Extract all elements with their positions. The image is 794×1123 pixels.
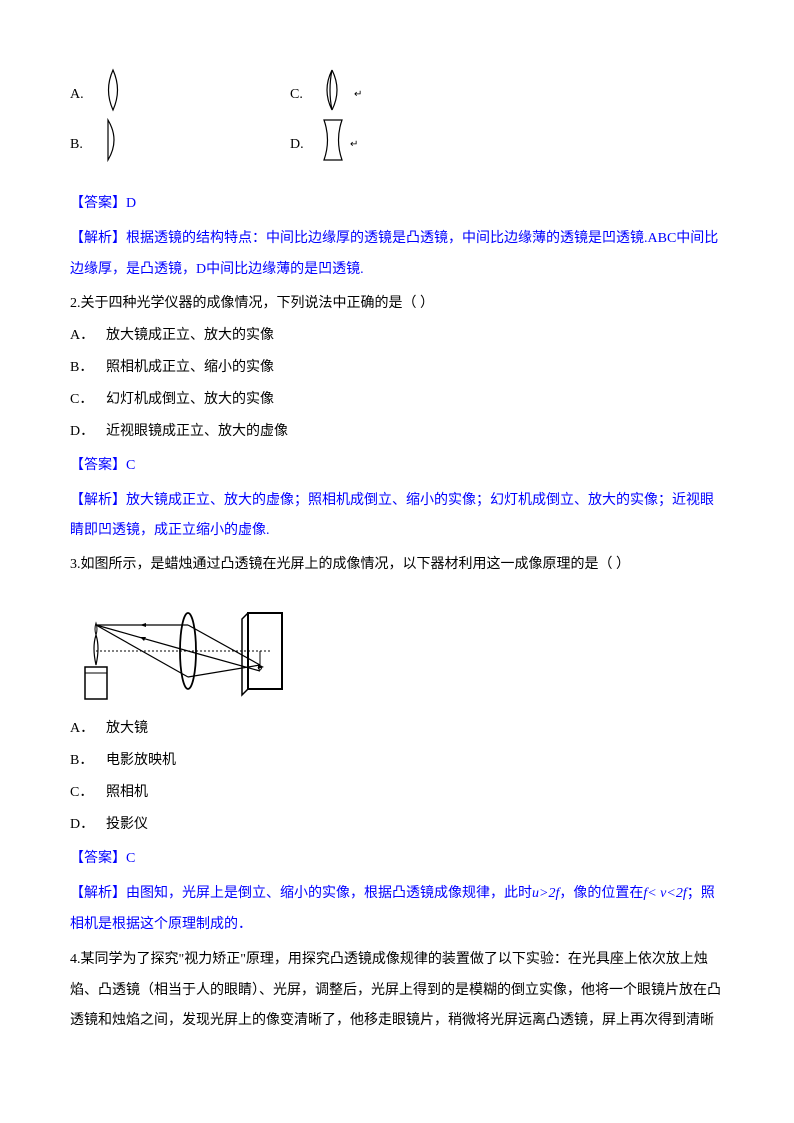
opt-text: 投影仪 <box>106 817 148 832</box>
opt-text: 照相机成正立、缩小的实像 <box>106 360 274 375</box>
q1-option-c: C. ↵ <box>290 70 510 120</box>
analysis-tag: 【解析】 <box>70 886 126 901</box>
q3-diagram <box>70 587 290 707</box>
opt-letter: A． <box>70 322 106 350</box>
q2-analysis: 【解析】放大镜成正立、放大的虚像；照相机成倒立、缩小的实像；幻灯机成倒立、放大的… <box>70 486 724 548</box>
q4-stem: 4.某同学为了探究"视力矫正"原理，用探究凸透镜成像规律的装置做了以下实验：在光… <box>70 945 724 1037</box>
analysis-text: 根据透镜的结构特点：中间比边缘厚的透镜是凸透镜，中间比边缘薄的透镜是凹透镜.AB… <box>70 231 718 277</box>
q2-option-a: A．放大镜成正立、放大的实像 <box>70 322 724 350</box>
biconcave-lens-icon <box>320 118 346 173</box>
q1-col-left: A. B. <box>70 70 290 170</box>
q1-lens-options: A. B. C. ↵ <box>70 70 724 170</box>
answer-value: C <box>126 851 135 866</box>
q3-answer: 【答案】C <box>70 845 724 873</box>
planoconvex-lens-icon <box>100 118 126 173</box>
q1-answer: 【答案】D <box>70 190 724 218</box>
q3-option-c: C．照相机 <box>70 779 724 807</box>
analysis-mid2: ，像的位置在 <box>559 886 643 901</box>
opt-letter: C． <box>70 386 106 414</box>
opt-text: 电影放映机 <box>106 753 176 768</box>
q1-a-label: A. <box>70 81 100 109</box>
opt-text: 照相机 <box>106 785 148 800</box>
opt-letter: B． <box>70 354 106 382</box>
opt-text: 幻灯机成倒立、放大的实像 <box>106 392 274 407</box>
q1-option-a: A. <box>70 70 290 120</box>
answer-tag: 【答案】 <box>70 458 126 473</box>
q1-option-d: D. ↵ <box>290 120 510 170</box>
q1-analysis: 【解析】根据透镜的结构特点：中间比边缘厚的透镜是凸透镜，中间比边缘薄的透镜是凹透… <box>70 224 724 286</box>
q3-option-a: A．放大镜 <box>70 715 724 743</box>
answer-value: D <box>126 196 136 211</box>
analysis-pre: 由图知，光屏上是倒立、缩小的实像，根据凸透镜成像规律，此时 <box>126 886 532 901</box>
opt-letter: B． <box>70 747 106 775</box>
q1-d-label: D. <box>290 131 320 159</box>
opt-text: 放大镜 <box>106 721 148 736</box>
opt-letter: C． <box>70 779 106 807</box>
q2-option-b: B．照相机成正立、缩小的实像 <box>70 354 724 382</box>
opt-text: 近视眼镜成正立、放大的虚像 <box>106 424 288 439</box>
opt-letter: D． <box>70 811 106 839</box>
q1-b-label: B. <box>70 131 100 159</box>
meniscus-lens-icon <box>320 68 350 123</box>
q3-option-b: B．电影放映机 <box>70 747 724 775</box>
analysis-tag: 【解析】 <box>70 231 126 246</box>
q2-option-c: C．幻灯机成倒立、放大的实像 <box>70 386 724 414</box>
q2-answer: 【答案】C <box>70 452 724 480</box>
q2-option-d: D．近视眼镜成正立、放大的虚像 <box>70 418 724 446</box>
answer-value: C <box>126 458 135 473</box>
analysis-formula-2: f< v<2f <box>643 886 686 901</box>
analysis-tag: 【解析】 <box>70 493 126 508</box>
opt-letter: A． <box>70 715 106 743</box>
opt-letter: D． <box>70 418 106 446</box>
analysis-text: 放大镜成正立、放大的虚像；照相机成倒立、缩小的实像；幻灯机成倒立、放大的实像；近… <box>70 493 714 539</box>
q3-analysis: 【解析】由图知，光屏上是倒立、缩小的实像，根据凸透镜成像规律，此时u>2f，像的… <box>70 879 724 941</box>
q3-option-d: D．投影仪 <box>70 811 724 839</box>
analysis-formula-1: u>2f <box>532 886 559 901</box>
q3-stem: 3.如图所示，是蜡烛通过凸透镜在光屏上的成像情况，以下器材利用这一成像原理的是（… <box>70 551 724 579</box>
marker-icon: ↵ <box>350 135 358 155</box>
q1-c-label: C. <box>290 81 320 109</box>
q1-col-right: C. ↵ D. ↵ <box>290 70 510 170</box>
opt-text: 放大镜成正立、放大的实像 <box>106 328 274 343</box>
biconvex-lens-icon <box>100 68 126 123</box>
q2-stem: 2.关于四种光学仪器的成像情况，下列说法中正确的是（ ） <box>70 290 724 318</box>
q1-option-b: B. <box>70 120 290 170</box>
answer-tag: 【答案】 <box>70 196 126 211</box>
marker-icon: ↵ <box>354 85 362 105</box>
answer-tag: 【答案】 <box>70 851 126 866</box>
